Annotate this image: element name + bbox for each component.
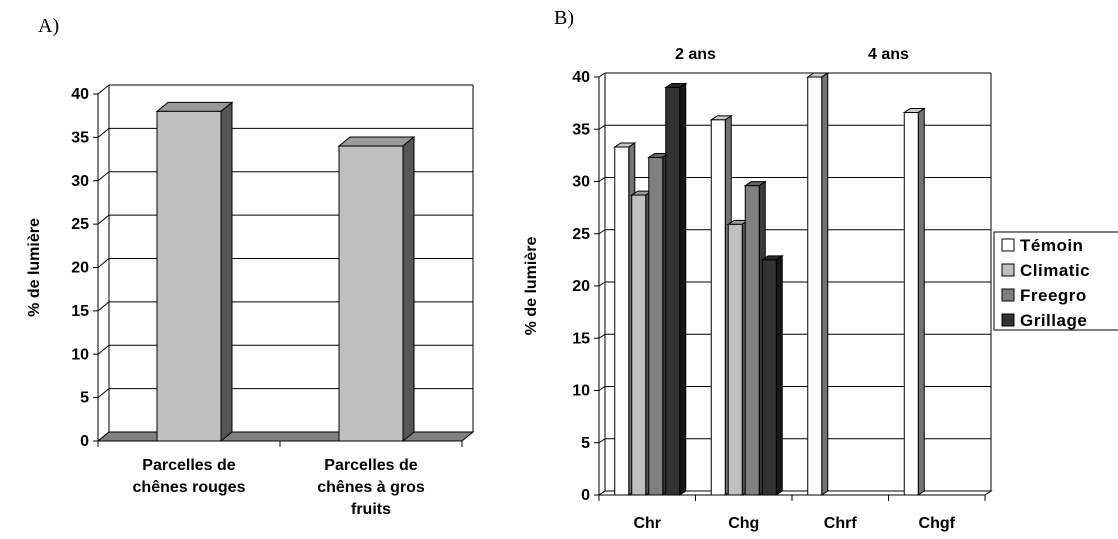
b-bar-side <box>821 72 829 496</box>
a-y-tick-label: 35 <box>71 129 89 146</box>
b-gridline-side <box>598 177 606 182</box>
b-bar-front <box>903 112 919 496</box>
b-y-tick-label: 15 <box>572 330 590 347</box>
legend-swatch <box>1001 263 1015 277</box>
b-y-tick-label: 25 <box>572 226 590 243</box>
b-gridline-side <box>598 124 606 130</box>
a-gridline-side <box>97 344 110 355</box>
b-y-axis-title: % de lumière <box>523 237 540 336</box>
a-y-tick-label: 10 <box>71 346 89 363</box>
legend: Témoin Climatic Freegro Grillage <box>993 231 1118 331</box>
a-x-tick-label: Parcelles de <box>324 457 418 474</box>
a-bar-top <box>155 101 234 112</box>
b-bar-front <box>648 156 664 496</box>
a-gridline-side <box>97 127 110 138</box>
b-bar-front <box>727 223 743 496</box>
b-bar-front <box>807 76 823 496</box>
b-gridline-side <box>598 386 606 391</box>
a-bar-side <box>220 101 233 443</box>
a-y-tick-label: 15 <box>71 303 89 320</box>
a-floor <box>96 431 475 442</box>
legend-box <box>993 231 1118 331</box>
b-bar <box>664 82 688 496</box>
b-y-tick-label: 40 <box>572 69 590 86</box>
a-bar-front <box>338 145 404 442</box>
a-y-tick-label: 30 <box>71 173 89 190</box>
a-x-tick-label: Parcelles de <box>142 457 236 474</box>
b-bar-side <box>679 82 687 496</box>
b-bar-front <box>761 259 777 496</box>
b-gridline-side <box>598 438 606 444</box>
b-bar-side <box>775 254 783 496</box>
a-gridline-side <box>97 301 110 312</box>
a-gridline-side <box>97 84 110 95</box>
a-y-tick-label: 20 <box>71 260 89 277</box>
b-gridline-side <box>598 72 606 78</box>
b-bar-side <box>917 107 925 496</box>
a-bar <box>337 135 416 443</box>
legend-swatch <box>1001 238 1015 252</box>
panel-a-label: A) <box>38 15 59 37</box>
chart-b: 0 5 10 15 20 25 30 35 40 Chr Chg Chrf Chgf 2 ans 4 ans… <box>523 46 1118 532</box>
legend-item-label: Grillage <box>1020 311 1087 330</box>
a-x-tick-label: chênes à gros <box>317 479 425 496</box>
a-gridline-side <box>97 214 110 225</box>
b-gridline-side <box>598 333 606 339</box>
a-y-axis-title: % de lumière <box>26 218 43 317</box>
b-y-tick-label: 10 <box>572 383 590 400</box>
legend-item-label: Climatic <box>1020 261 1090 280</box>
b-x-tick-label: Chr <box>633 515 661 532</box>
b-y-tick-label: 5 <box>581 435 590 452</box>
a-bar <box>155 101 234 443</box>
b-y-tick-label: 35 <box>572 121 590 138</box>
b-group-label: 4 ans <box>868 46 909 63</box>
b-y-tick-label: 30 <box>572 174 590 191</box>
chart-a: 0 5 10 15 20 25 30 35 40 Parcelles de chênes rouge… <box>26 84 475 518</box>
b-bar-front <box>614 146 630 496</box>
legend-swatch <box>1001 313 1015 327</box>
a-gridline-side <box>97 171 110 182</box>
a-y-tick-label: 5 <box>80 390 89 407</box>
a-gridline-side <box>97 388 110 399</box>
panel-b-label: B) <box>554 7 574 29</box>
b-bar-front <box>710 119 726 496</box>
a-bar-side <box>402 135 415 443</box>
a-gridline-side <box>97 258 110 268</box>
b-y-tick-label: 0 <box>581 487 590 504</box>
b-bar <box>902 107 926 496</box>
a-bar-top <box>337 136 416 147</box>
a-bar-front <box>156 110 222 442</box>
b-x-tick-label: Chrf <box>824 515 858 532</box>
legend-item-label: Témoin <box>1020 236 1083 255</box>
b-gridline-side <box>598 229 606 235</box>
b-bar-front <box>631 194 647 496</box>
a-y-tick-label: 0 <box>80 433 89 450</box>
b-x-tick-label: Chg <box>728 515 759 532</box>
b-y-tick-label: 20 <box>572 278 590 295</box>
a-x-tick-label: chênes rouges <box>133 479 246 496</box>
a-y-tick-label: 25 <box>71 216 89 233</box>
b-bar <box>806 72 830 496</box>
legend-swatch <box>1001 288 1015 302</box>
a-y-tick-label: 40 <box>71 86 89 103</box>
legend-item-label: Freegro <box>1020 286 1087 305</box>
b-gridline-side <box>598 281 606 287</box>
b-bar-front <box>744 185 760 496</box>
b-bar-front <box>665 86 681 496</box>
b-bar <box>760 254 784 496</box>
b-x-tick-label: Chgf <box>919 515 956 532</box>
b-group-label: 2 ans <box>675 46 716 63</box>
a-x-tick-label: fruits <box>351 501 391 518</box>
